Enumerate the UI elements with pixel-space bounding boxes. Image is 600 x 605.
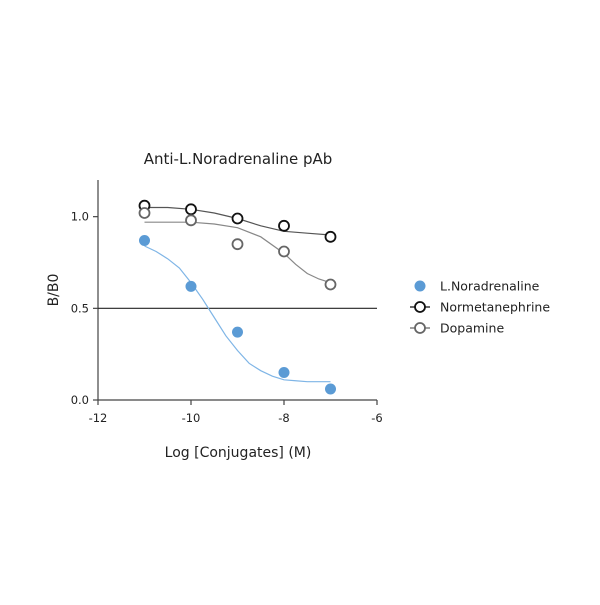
y-tick-label: 0.0 — [71, 393, 89, 407]
data-point-normetanephrine — [231, 212, 244, 225]
legend-marker-dopamine — [414, 322, 426, 334]
legend-marker-normetanephrine — [414, 301, 426, 313]
data-point-l-noradrenaline — [232, 326, 243, 338]
legend-label-normetanephrine: Normetanephrine — [440, 300, 550, 315]
plot-area: -12 -10 -8 -6 0.0 0.5 1.0 — [71, 180, 383, 425]
data-point-dopamine — [324, 278, 337, 291]
data-point-l-noradrenaline — [185, 280, 197, 292]
y-axis-label: B/B0 — [46, 274, 62, 307]
data-point-l-noradrenaline — [139, 235, 150, 246]
data-point-dopamine — [231, 238, 244, 251]
x-tick-label: -8 — [278, 411, 289, 425]
data-point-normetanephrine — [278, 219, 290, 232]
legend-label-dopamine: Dopamine — [440, 321, 504, 336]
fit-curve-l-noradrenaline — [144, 245, 331, 383]
data-point-dopamine — [138, 207, 151, 219]
x-tick-label: -6 — [371, 411, 382, 425]
y-tick-label: 0.5 — [71, 301, 89, 315]
data-point-normetanephrine — [324, 230, 337, 243]
data-point-dopamine — [278, 245, 290, 258]
data-point-l-noradrenaline — [325, 383, 336, 395]
data-point-normetanephrine — [185, 203, 197, 216]
legend-label-l-noradrenaline: L.Noradrenaline — [440, 279, 540, 294]
data-point-dopamine — [185, 214, 197, 227]
legend-marker-l-noradrenaline — [414, 280, 426, 292]
chart-title: Anti-L.Noradrenaline pAb — [144, 150, 333, 168]
y-tick-label: 1.0 — [71, 210, 89, 224]
x-tick-label: -10 — [182, 411, 201, 425]
x-tick-label: -12 — [89, 411, 108, 425]
fit-curve-dopamine — [144, 221, 331, 284]
x-axis-label: Log [Conjugates] (M) — [165, 445, 312, 461]
legend: L.Noradrenaline Normetanephrine Dopamine — [410, 279, 550, 336]
data-point-l-noradrenaline — [278, 367, 290, 378]
